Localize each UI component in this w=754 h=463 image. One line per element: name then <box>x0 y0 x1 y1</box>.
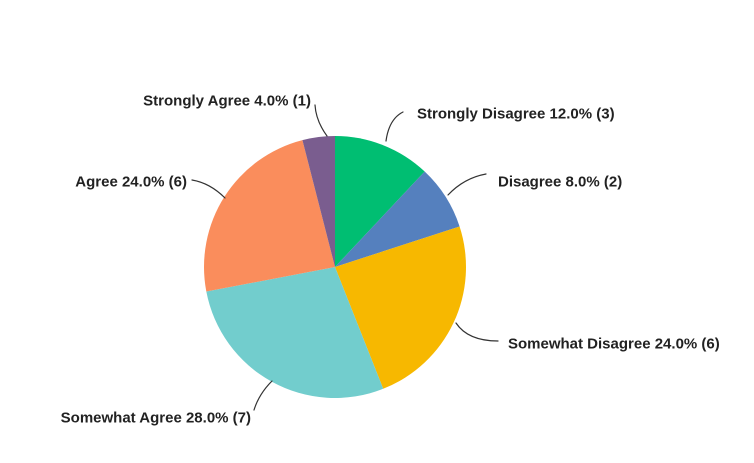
pie-slice-agree <box>203 140 335 292</box>
pie-slice-strongly-agree <box>302 136 335 267</box>
leader-lines-group <box>191 104 499 411</box>
leader-line-strongly-agree <box>314 104 328 137</box>
slice-label-agree: Agree 24.0% (6) <box>75 174 187 191</box>
pie-slice-strongly-disagree <box>335 136 425 267</box>
pie-slice-somewhat-disagree <box>335 226 467 389</box>
slice-label-somewhat-agree: Somewhat Agree 28.0% (7) <box>61 410 251 427</box>
pie-slice-disagree <box>335 171 460 267</box>
slice-label-strongly-disagree: Strongly Disagree 12.0% (3) <box>417 106 615 123</box>
leader-line-somewhat-agree <box>253 380 273 411</box>
pie-slice-somewhat-agree <box>206 267 384 398</box>
slice-label-disagree: Disagree 8.0% (2) <box>498 174 622 191</box>
slice-label-strongly-agree: Strongly Agree 4.0% (1) <box>143 93 311 110</box>
pie-slices-group <box>203 136 467 398</box>
slice-labels-group: Strongly Disagree 12.0% (3) Disagree 8.0%… <box>61 93 720 427</box>
leader-line-agree <box>191 179 226 199</box>
leader-line-somewhat-disagree <box>455 322 499 342</box>
leader-line-strongly-disagree <box>385 111 404 142</box>
slice-label-somewhat-disagree: Somewhat Disagree 24.0% (6) <box>508 336 720 353</box>
leader-line-disagree <box>447 173 487 196</box>
